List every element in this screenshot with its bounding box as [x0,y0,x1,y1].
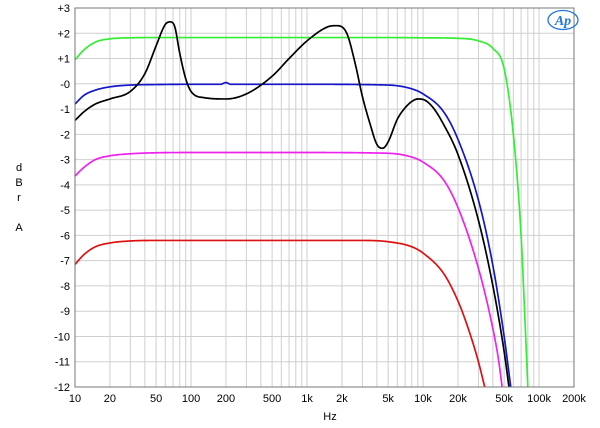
y-tick-label: +1 [57,54,70,66]
y-tick-label: -7 [60,256,70,268]
x-tick-label: 200 [217,393,235,405]
plot-frame [74,7,575,388]
y-tick-label: +3 [57,3,70,15]
x-axis-label: Hz [323,411,336,423]
x-tick-label: 200k [562,393,586,405]
y-tick-label: +2 [57,28,70,40]
y-axis-label-char: B [15,177,22,189]
series-group [74,21,529,388]
y-tick-label: -2 [60,129,70,141]
x-tick-label: 1k [301,393,313,405]
y-tick-label: -1 [60,104,70,116]
series-line [74,239,486,388]
y-tick-label: -5 [60,205,70,217]
ap-logo-text: Ap [554,14,571,29]
y-tick-label: -0 [60,79,70,91]
y-tick-label: -3 [60,155,70,167]
series-line [74,36,529,388]
x-tick-label: 10k [414,393,432,405]
series-line [74,81,512,388]
x-tick-label: 2k [336,393,348,405]
x-tick-label: 50 [150,393,162,405]
y-tick-label: -4 [60,180,70,192]
y-axis-label-char: A [15,222,23,234]
x-tick-label: 50k [495,393,513,405]
y-tick-label: -10 [54,331,70,343]
series-line [74,151,503,388]
y-tick-label: -9 [60,306,70,318]
y-axis-label: dBr A [15,162,23,234]
y-tick-label: -12 [54,382,70,394]
x-tick-label: 20k [449,393,467,405]
grid [75,8,574,387]
x-tick-label: 5k [382,393,394,405]
x-tick-label: 20 [104,393,116,405]
ap-logo: Ap [547,9,579,31]
tick-labels: 10 20 50 100 200 500 1k 2k 5k 10k 20k 50k 100k 200k +3… [54,3,586,405]
x-tick-label: 100 [182,393,200,405]
y-axis-label-char: r [17,192,21,204]
series-line [74,21,510,388]
x-tick-label: 500 [263,393,281,405]
x-tick-label: 100k [527,393,551,405]
y-tick-label: -11 [55,357,70,369]
y-tick-label: -8 [60,281,70,293]
y-tick-label: -6 [60,230,70,242]
x-tick-label: 10 [69,393,81,405]
y-axis-label-char: d [16,162,22,174]
